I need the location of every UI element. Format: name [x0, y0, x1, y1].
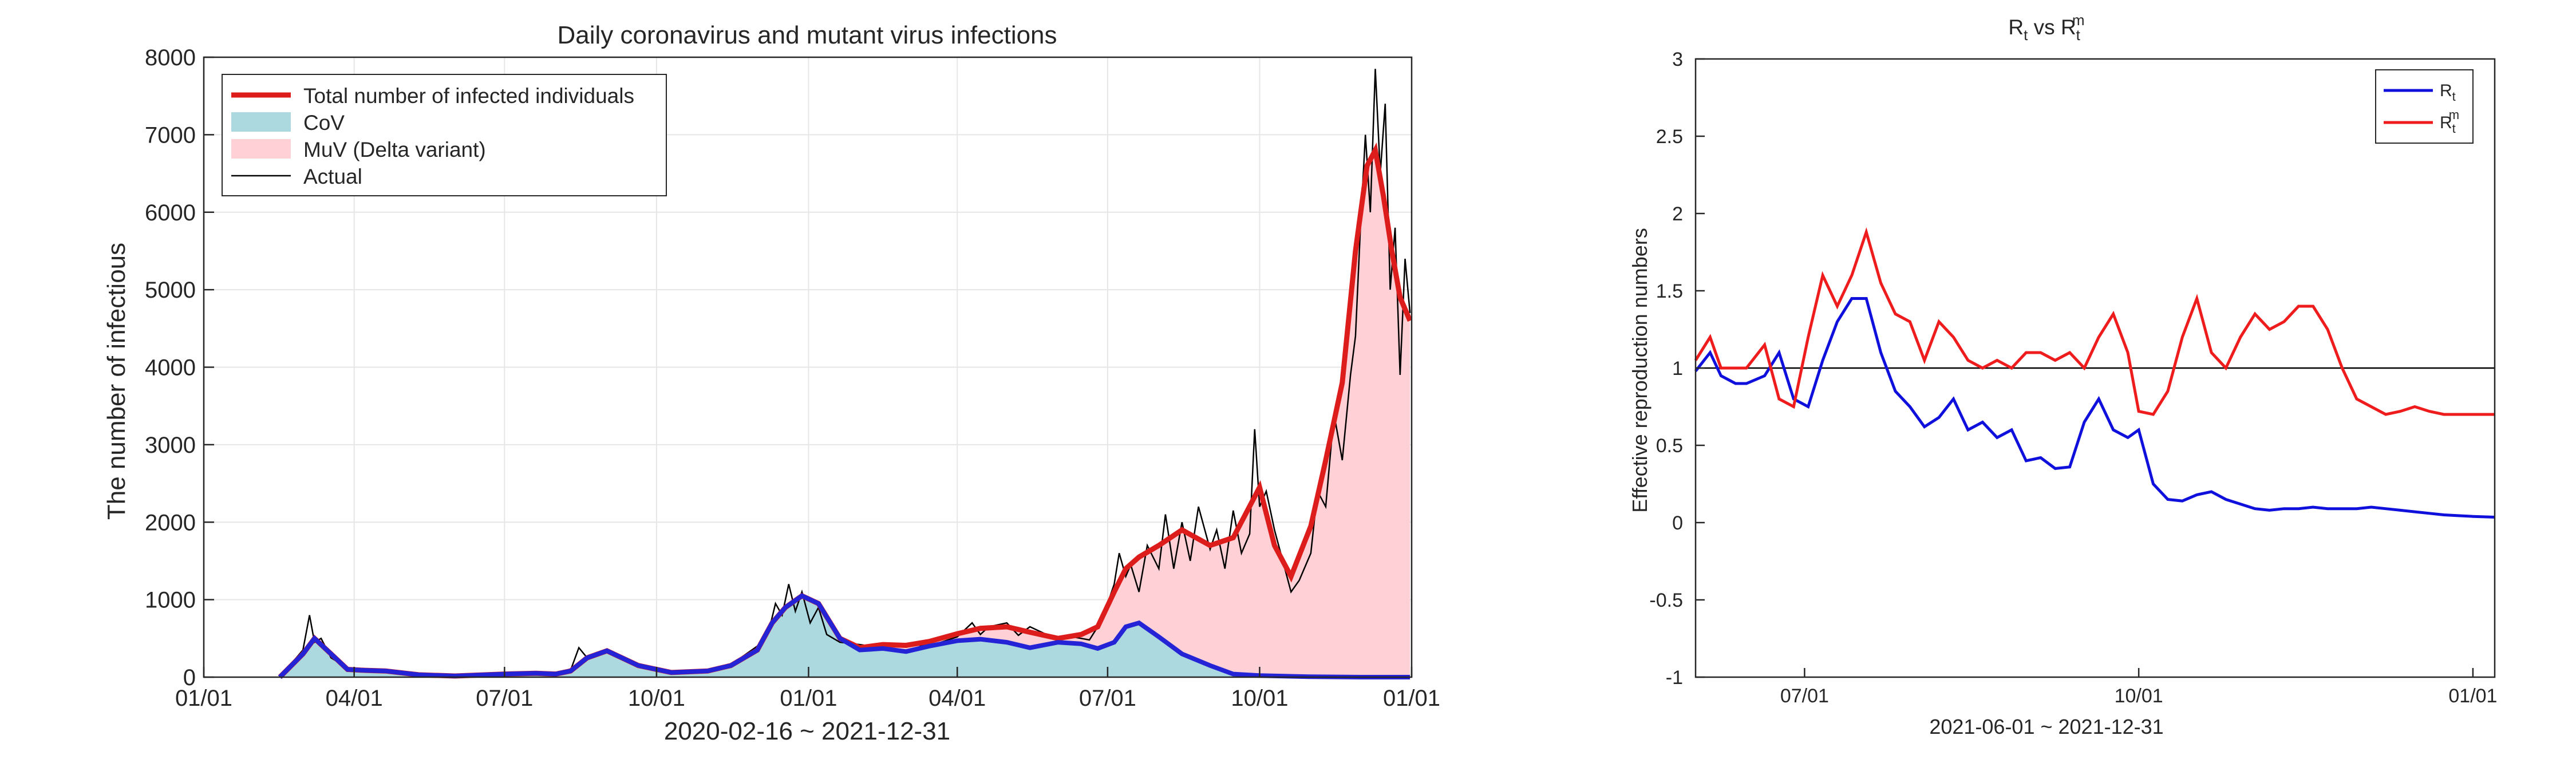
reproduction-chart: 07/01 10/01 01/01 -1 -0.5 0 0.5 1 1.5 2 2.5 3 Rt v… [1628, 11, 2497, 738]
infections-ytick-label-5: 5000 [145, 278, 196, 303]
reproduction-legend-box [2375, 69, 2474, 144]
infections-xtick-label-2: 07/01 [476, 686, 533, 711]
reproduction-x-ticks: 07/01 10/01 01/01 [1780, 668, 2497, 707]
reproduction-ytick-label-1: -0.5 [1649, 590, 1683, 611]
legend-label-muv: MuV (Delta variant) [303, 138, 486, 161]
infections-ytick-label-0: 0 [183, 665, 196, 690]
legend-swatch-cov [231, 112, 291, 132]
infections-xtick-label-4: 01/01 [780, 686, 837, 711]
infections-ytick-label-7: 7000 [145, 122, 196, 148]
infections-xtick-label-0: 01/01 [175, 686, 232, 711]
infections-xtick-label-8: 01/01 [1383, 686, 1440, 711]
reproduction-ytick-label-2: 0 [1672, 512, 1683, 534]
infections-ytick-label-6: 6000 [145, 200, 196, 226]
muv-delta-area [279, 150, 1411, 677]
infections-y-ticks: 0 1000 2000 3000 4000 5000 6000 7000 8000 [145, 45, 214, 690]
reproduction-legend: Rt Rtm [2375, 69, 2474, 144]
reproduction-ytick-label-4: 1 [1672, 358, 1683, 380]
legend-label-rt: Rt [2440, 81, 2456, 104]
infections-ytick-label-3: 3000 [145, 433, 196, 458]
legend-label-actual: Actual [303, 165, 362, 188]
reproduction-y-axis-label: Effective reproduction numbers [1628, 228, 1652, 513]
infections-xtick-label-3: 10/01 [628, 686, 685, 711]
reproduction-xtick-label-2: 01/01 [2448, 685, 2497, 707]
reproduction-ytick-label-8: 3 [1672, 49, 1683, 70]
reproduction-xtick-label-0: 07/01 [1780, 685, 1829, 707]
infections-ytick-label-8: 8000 [145, 45, 196, 70]
rtm-line [1694, 227, 2495, 416]
infections-legend: Total number of infected individuals CoV… [222, 74, 667, 196]
infections-legend-box [222, 74, 667, 196]
infections-y-axis-label: The number of infectious [102, 243, 131, 520]
reproduction-ytick-label-6: 2 [1672, 203, 1683, 225]
rt-line [1694, 297, 2495, 519]
legend-label-rtm: Rtm [2440, 108, 2459, 136]
reproduction-ytick-label-5: 1.5 [1656, 280, 1683, 302]
reproduction-ytick-label-7: 2.5 [1656, 126, 1683, 148]
infections-chart-title: Daily coronavirus and mutant virus infec… [557, 21, 1057, 49]
infections-x-axis-label: 2020-02-16 ~ 2021-12-31 [664, 717, 950, 745]
cov-edge-line [278, 593, 1411, 679]
reproduction-ytick-label-0: -1 [1666, 667, 1683, 689]
reproduction-ytick-label-3: 0.5 [1656, 435, 1683, 457]
infections-xtick-label-7: 10/01 [1231, 686, 1288, 711]
reproduction-x-axis-label: 2021-06-01 ~ 2021-12-31 [1929, 715, 2163, 738]
infections-xtick-label-6: 07/01 [1079, 686, 1136, 711]
reproduction-chart-title: Rt vs Rtm [2008, 11, 2084, 44]
legend-label-total: Total number of infected individuals [303, 84, 634, 108]
infections-xtick-label-1: 04/01 [326, 686, 383, 711]
reproduction-y-ticks: -1 -0.5 0 0.5 1 1.5 2 2.5 3 [1649, 49, 1705, 689]
infections-xtick-label-5: 04/01 [929, 686, 986, 711]
reproduction-xtick-label-1: 10/01 [2115, 685, 2163, 707]
cov-area [279, 595, 1411, 677]
legend-swatch-muv [231, 139, 291, 159]
legend-label-cov: CoV [303, 111, 345, 135]
infections-x-ticks: 01/01 04/01 07/01 10/01 01/01 04/01 07/01 10/01… [175, 667, 1440, 711]
infections-ytick-label-1: 1000 [145, 588, 196, 613]
infections-ytick-label-4: 4000 [145, 355, 196, 381]
infections-ytick-label-2: 2000 [145, 510, 196, 535]
infections-chart: 01/01 04/01 07/01 10/01 01/01 04/01 07/01 10/01… [102, 21, 1440, 745]
